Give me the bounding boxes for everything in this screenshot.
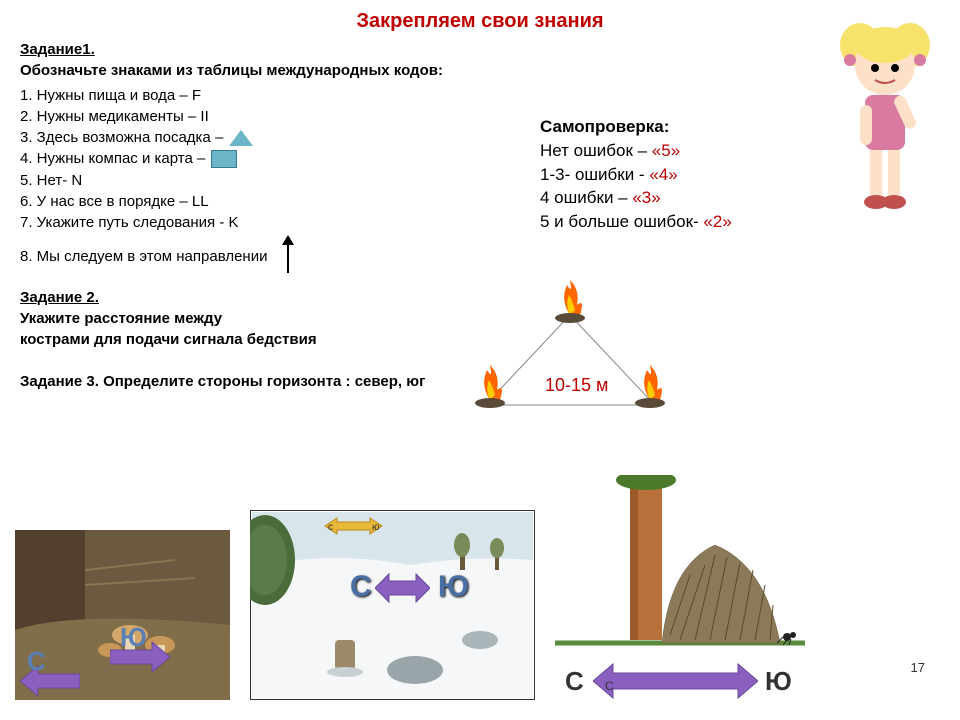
task1-sub: Обозначьте знаками из таблицы международ… [20,62,940,79]
north-label: С [565,666,584,697]
self-check-line: Нет ошибок – «5» [540,139,732,163]
south-label: Ю [765,666,792,697]
self-check-line: 5 и больше ошибок- «2» [540,210,732,234]
anthill-image: С С Ю [555,475,805,705]
task1-heading: Задание1. [20,41,940,58]
snow-image: с ю С Ю [250,510,535,705]
task1-item: 7. Укажите путь следования - K [20,214,940,231]
mushroom-image: С Ю [15,530,230,705]
arrow-up-icon [280,235,296,279]
task1-item: 1. Нужны пища и вода – F [20,87,940,104]
north-label: С [350,570,372,604]
page-title: Закрепляем свои знания [20,10,940,33]
task1-block: Задание1. Обозначьте знаками из таблицы … [20,41,940,279]
page-number: 17 [911,660,925,675]
fire-distance-label: 10-15 м [545,375,608,396]
task1-item: 5. Нет- N [20,172,940,189]
self-check-line: 4 ошибки – «3» [540,186,732,210]
south-label: Ю [120,622,147,653]
purple-arrow-leftright-icon [593,662,758,700]
task1-item: 4. Нужны компас и карта – [20,150,940,168]
images-row: С Ю с ю С [15,475,805,705]
svg-text:ю: ю [372,522,380,533]
purple-arrow-leftright-icon [375,572,430,604]
self-check-line: 1-3- ошибки - «4» [540,163,732,187]
north-label: С [27,646,46,677]
girl-illustration [820,10,950,220]
triangle-icon [229,130,253,146]
fires-diagram [440,260,700,420]
task1-item: 3. Здесь возможна посадка – [20,129,940,146]
small-north-label: С [605,679,614,693]
svg-text:с: с [328,522,333,533]
south-label: Ю [438,570,469,604]
task1-item: 2. Нужны медикаменты – II [20,108,940,125]
self-check-block: Самопроверка: Нет ошибок – «5» 1-3- ошиб… [540,115,732,234]
task1-item: 6. У нас все в порядке – LL [20,193,940,210]
square-icon [211,150,237,168]
self-check-heading: Самопроверка: [540,115,732,139]
